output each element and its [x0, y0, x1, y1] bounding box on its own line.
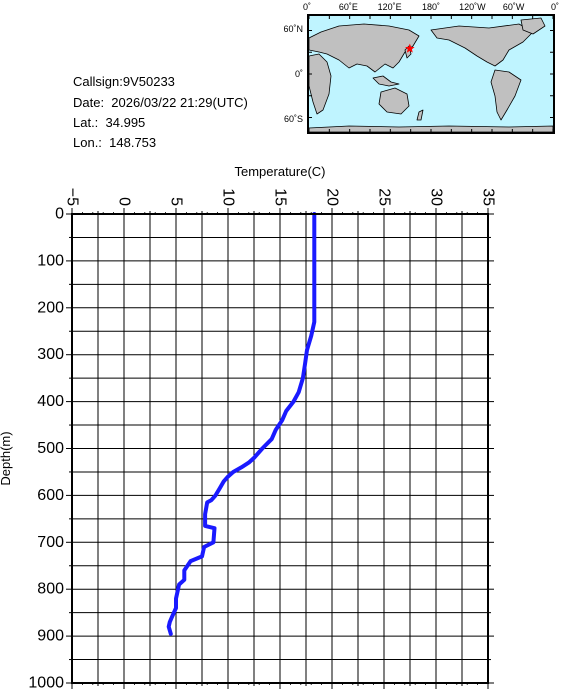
- greenland-land: [520, 17, 546, 35]
- map-lon-label: 0˚: [303, 2, 311, 12]
- x-tick-label: 10: [220, 188, 237, 206]
- temperature-depth-plot: −5 0 5 10 15 20 25 30 35 01002003004005006007008…: [0, 164, 497, 690]
- y-tick-label: 800: [37, 581, 64, 598]
- x-tick-label: 5: [168, 197, 185, 206]
- indonesia-land: [372, 75, 400, 87]
- map-lon-label: 60˚W: [503, 2, 525, 12]
- y-tick-label: 100: [37, 252, 64, 269]
- x-tick-label: 25: [376, 188, 393, 206]
- y-tick-label: 400: [37, 393, 64, 410]
- x-tick-label: 20: [324, 188, 341, 206]
- world-map: [307, 14, 555, 134]
- x-tick-label: −5: [64, 188, 81, 206]
- x-tick-label: 35: [480, 188, 497, 206]
- x-axis-label: Temperature(C): [234, 164, 325, 179]
- temperature-profile-line: [166, 212, 317, 636]
- map-graticule-labels: 0˚ 60˚E 120˚E 180˚ 120˚W 60˚W 0˚ 60˚N 0˚ 60˚S: [283, 2, 559, 124]
- y-tick-labels: 0 100 200 300 400 500 600 700 800 900 1000: [28, 206, 64, 690]
- land-masses: [309, 17, 553, 132]
- grid-lines: [72, 214, 488, 683]
- y-tick-label: 300: [37, 346, 64, 363]
- longitude-text: Lon.: 148.753: [73, 135, 157, 150]
- africa-land: [309, 53, 332, 115]
- north-america-land: [430, 23, 534, 67]
- y-tick-label: 500: [37, 440, 64, 457]
- x-tick-label: 15: [272, 188, 289, 206]
- map-lon-label: 120˚E: [378, 2, 402, 12]
- new-zealand-land: [416, 109, 424, 121]
- australia-land: [378, 87, 410, 115]
- map-lon-label: 120˚W: [459, 2, 486, 12]
- latitude-text: Lat.: 34.995: [73, 115, 146, 130]
- map-lat-label: 0˚: [295, 69, 303, 79]
- map-lat-label: 60˚N: [283, 24, 303, 34]
- callsign-text: Callsign:9V50233: [73, 74, 175, 89]
- x-tick-label: 0: [116, 197, 133, 206]
- map-lon-label: 60˚E: [339, 2, 358, 12]
- map-lon-label: 180˚: [422, 2, 440, 12]
- y-axis-label: Depth(m): [0, 431, 13, 485]
- y-tick-label: 600: [37, 487, 64, 504]
- y-tick-label: 900: [37, 628, 64, 645]
- plot-frame: [71, 213, 489, 684]
- south-america-land: [490, 69, 522, 121]
- map-lon-label: 0˚: [551, 2, 559, 12]
- y-tick-label: 0: [55, 206, 64, 223]
- date-text: Date: 2026/03/22 21:29(UTC): [73, 95, 248, 110]
- x-tick-labels: −5 0 5 10 15 20 25 30 35: [64, 188, 497, 206]
- station-star-marker: [405, 43, 415, 53]
- map-ticks: [309, 16, 553, 132]
- x-tick-label: 30: [428, 188, 445, 206]
- map-lat-label: 60˚S: [284, 114, 303, 124]
- y-tick-label: 200: [37, 299, 64, 316]
- y-tick-label: 700: [37, 534, 64, 551]
- y-tick-label: 1000: [28, 675, 64, 690]
- eurasia-land: [309, 23, 420, 73]
